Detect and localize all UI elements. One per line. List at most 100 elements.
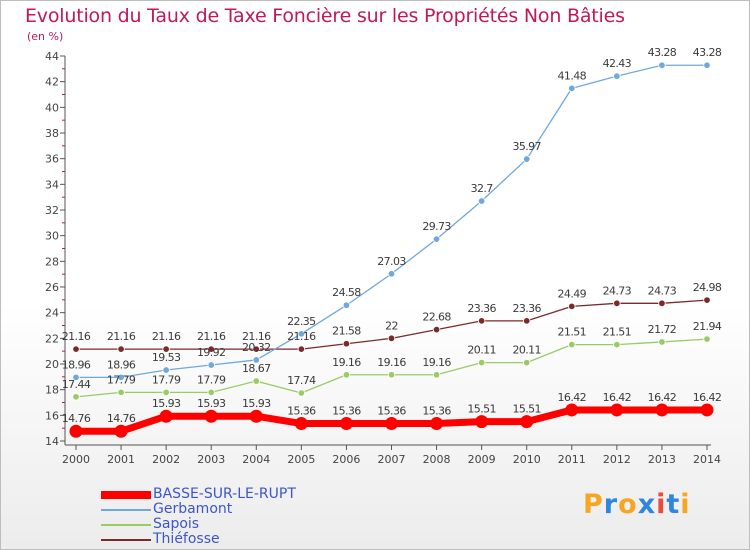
data-label: 35.97 bbox=[512, 140, 541, 153]
logo-letter: i bbox=[656, 489, 667, 520]
data-label: 20.11 bbox=[512, 344, 541, 357]
data-point bbox=[297, 389, 306, 397]
data-point bbox=[432, 371, 441, 379]
data-label: 21.16 bbox=[287, 330, 316, 343]
data-label: 24.49 bbox=[558, 287, 587, 300]
logo-letter: x bbox=[637, 489, 657, 520]
y-tick-label: 32 bbox=[45, 204, 59, 217]
data-point bbox=[703, 296, 711, 304]
data-label: 41.48 bbox=[558, 69, 587, 82]
data-point bbox=[658, 61, 666, 69]
data-label: 21.16 bbox=[62, 330, 91, 343]
data-label: 20.11 bbox=[467, 344, 496, 357]
proxiti-logo: Proxiti bbox=[583, 489, 691, 520]
x-tick-label: 2001 bbox=[107, 453, 135, 466]
data-point bbox=[387, 270, 396, 278]
data-label: 14.76 bbox=[107, 412, 136, 425]
legend-label: Thiéfosse bbox=[153, 531, 220, 547]
data-point bbox=[342, 340, 351, 348]
y-tick-label: 18 bbox=[45, 384, 59, 397]
data-point bbox=[342, 371, 351, 379]
data-label: 21.51 bbox=[603, 326, 632, 339]
data-point bbox=[613, 340, 621, 349]
data-label: 15.93 bbox=[197, 397, 226, 410]
data-point bbox=[252, 356, 260, 364]
data-point bbox=[520, 415, 534, 429]
data-label: 15.51 bbox=[467, 403, 496, 416]
data-label: 15.36 bbox=[287, 405, 316, 418]
data-point bbox=[162, 388, 170, 397]
legend-label: Gerbamont bbox=[153, 501, 233, 517]
data-label: 15.36 bbox=[377, 405, 406, 418]
legend-swatch bbox=[101, 509, 151, 511]
data-point bbox=[568, 302, 576, 311]
x-tick-label: 2010 bbox=[513, 453, 541, 466]
data-point bbox=[610, 403, 624, 417]
y-tick-label: 38 bbox=[45, 127, 59, 140]
data-point bbox=[72, 393, 80, 401]
y-tick-label: 40 bbox=[45, 101, 59, 114]
data-point bbox=[252, 377, 260, 385]
data-point bbox=[252, 345, 260, 353]
y-tick-label: 16 bbox=[45, 409, 59, 422]
x-tick-label: 2006 bbox=[332, 453, 360, 466]
data-point bbox=[117, 345, 125, 353]
data-label: 23.36 bbox=[467, 302, 496, 315]
data-label: 19.53 bbox=[152, 351, 181, 364]
data-label: 16.42 bbox=[603, 391, 632, 404]
data-label: 17.79 bbox=[107, 373, 136, 386]
data-label: 21.58 bbox=[332, 325, 361, 338]
data-point bbox=[294, 417, 308, 431]
x-tick-label: 2003 bbox=[197, 453, 225, 466]
data-label: 22 bbox=[385, 319, 398, 332]
data-point bbox=[565, 403, 579, 417]
data-point bbox=[613, 299, 621, 307]
data-point bbox=[69, 424, 83, 438]
x-tick-label: 2004 bbox=[242, 453, 270, 466]
data-point bbox=[72, 345, 80, 353]
data-label: 21.72 bbox=[648, 323, 677, 336]
data-point bbox=[658, 299, 666, 307]
y-tick-label: 22 bbox=[45, 332, 59, 345]
data-point bbox=[475, 415, 489, 429]
data-label: 17.44 bbox=[62, 378, 91, 391]
data-point bbox=[342, 301, 351, 309]
data-point bbox=[159, 409, 173, 423]
y-tick-label: 24 bbox=[45, 307, 59, 320]
data-point bbox=[432, 235, 441, 243]
data-point bbox=[523, 358, 531, 367]
data-label: 43.28 bbox=[693, 46, 722, 59]
data-label: 22.68 bbox=[422, 311, 451, 324]
data-label: 21.16 bbox=[197, 330, 226, 343]
data-label: 14.76 bbox=[62, 412, 91, 425]
data-label: 15.51 bbox=[512, 403, 541, 416]
data-point bbox=[430, 417, 444, 431]
legend-label: BASSE-SUR-LE-RUPT bbox=[153, 486, 296, 502]
data-label: 19.16 bbox=[422, 356, 451, 369]
data-point bbox=[477, 317, 486, 325]
data-point bbox=[297, 345, 306, 353]
y-unit-label: (en %) bbox=[27, 30, 64, 43]
y-tick-label: 30 bbox=[45, 230, 59, 243]
data-point bbox=[703, 335, 711, 343]
data-point bbox=[703, 61, 711, 69]
logo-letter: o bbox=[618, 489, 638, 520]
x-tick-label: 2008 bbox=[423, 453, 451, 466]
data-label: 24.73 bbox=[603, 284, 632, 297]
x-tick-label: 2000 bbox=[62, 453, 90, 466]
data-label: 15.36 bbox=[332, 405, 361, 418]
legend-swatch bbox=[101, 491, 151, 499]
y-tick-label: 28 bbox=[45, 255, 59, 268]
data-label: 16.42 bbox=[558, 391, 587, 404]
data-label: 21.16 bbox=[152, 330, 181, 343]
data-point bbox=[387, 371, 396, 379]
data-label: 16.42 bbox=[648, 391, 677, 404]
data-point bbox=[207, 345, 215, 353]
data-label: 16.42 bbox=[693, 391, 722, 404]
chart-title: Evolution du Taux de Taxe Foncière sur l… bbox=[25, 5, 625, 27]
data-point bbox=[432, 325, 441, 334]
x-tick-label: 2009 bbox=[468, 453, 496, 466]
data-point bbox=[339, 417, 353, 431]
